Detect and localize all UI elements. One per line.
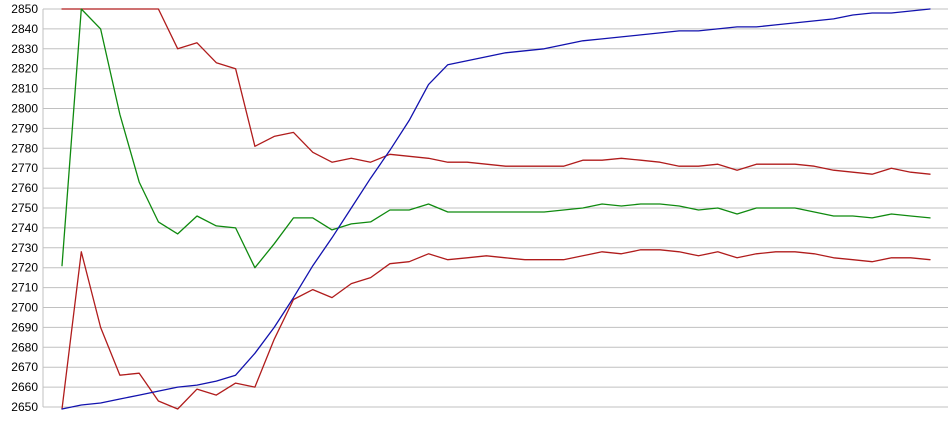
y-axis-tick-label: 2790 [11,121,38,135]
gridlines [43,8,948,408]
y-axis-tick-label: 2750 [11,201,38,215]
y-axis-tick-label: 2680 [11,340,38,354]
red-lower-line [61,249,931,410]
y-axis-tick-label: 2700 [11,301,38,315]
y-axis-tick-label: 2670 [11,360,38,374]
green-line [61,8,931,269]
y-axis-tick-label: 2660 [11,380,38,394]
y-axis-tick-label: 2830 [11,42,38,56]
y-axis-tick-label: 2800 [11,102,38,116]
y-axis-tick-label: 2810 [11,82,38,96]
y-axis-tick-label: 2740 [11,221,38,235]
blue-line [61,8,931,410]
y-axis-tick-label: 2770 [11,161,38,175]
y-axis-tick-label: 2690 [11,320,38,334]
y-axis-tick-label: 2650 [11,400,38,414]
y-axis-tick-label: 2760 [11,181,38,195]
red-upper-line [61,8,931,175]
y-axis-tick-label: 2820 [11,62,38,76]
y-axis-tick-label: 2840 [11,22,38,36]
y-axis-tick-label: 2730 [11,241,38,255]
y-axis-tick-label: 2780 [11,141,38,155]
y-axis-tick-label: 2720 [11,261,38,275]
y-axis-tick-label: 2710 [11,281,38,295]
y-axis-tick-label: 2850 [11,2,38,16]
y-axis-tick-labels: 2850 2840 2830 2820 2810 2800 2790 2780 2770 2760… [11,2,38,414]
